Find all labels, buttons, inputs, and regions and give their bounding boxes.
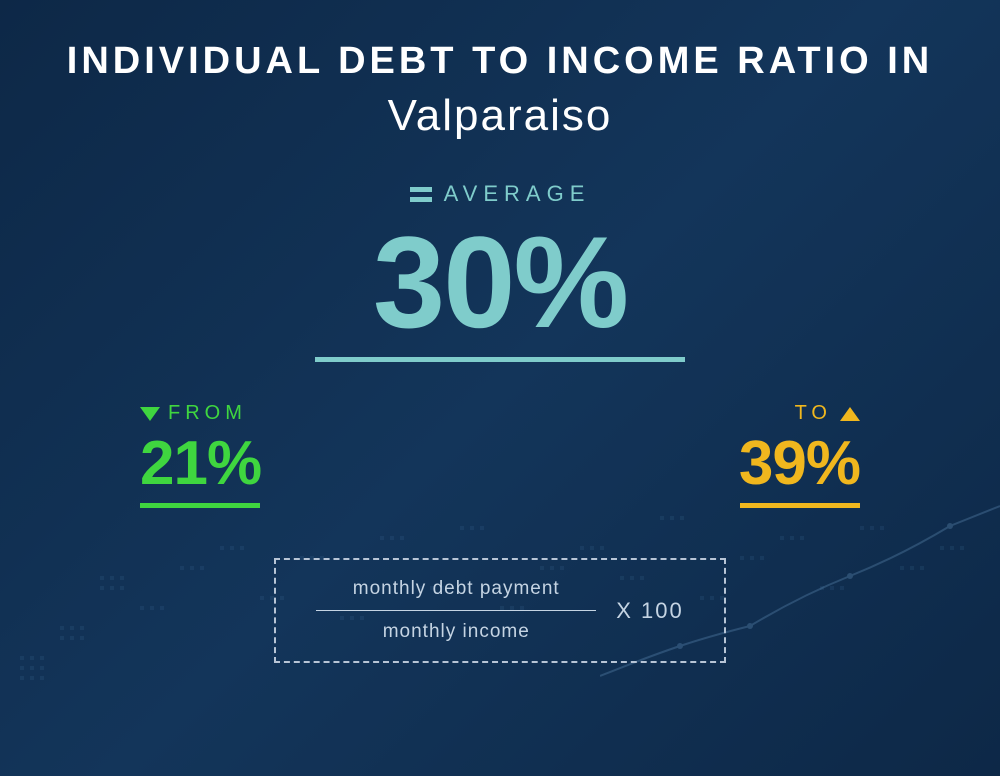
to-label: TO <box>795 402 832 425</box>
from-label: FROM <box>168 402 247 425</box>
to-underline <box>740 503 860 508</box>
from-label-row: FROM <box>140 402 247 425</box>
equals-icon <box>410 187 432 202</box>
average-stat-block: AVERAGE 30% <box>315 181 685 362</box>
formula-numerator: monthly debt payment <box>353 578 560 600</box>
formula-fraction: monthly debt payment monthly income <box>316 578 596 643</box>
formula-divider <box>316 610 596 611</box>
title-location: Valparaiso <box>388 91 613 141</box>
average-label: AVERAGE <box>444 181 591 207</box>
average-value: 30% <box>373 217 627 347</box>
from-underline <box>140 503 260 508</box>
triangle-down-icon <box>140 407 160 421</box>
triangle-up-icon <box>840 407 860 421</box>
from-stat-block: FROM 21% <box>140 402 261 508</box>
from-value: 21% <box>140 433 261 495</box>
infographic-container: INDIVIDUAL DEBT TO INCOME RATIO IN Valpa… <box>0 0 1000 776</box>
to-stat-block: TO 39% <box>739 402 860 508</box>
to-value: 39% <box>739 433 860 495</box>
range-row: FROM 21% TO 39% <box>140 402 860 508</box>
average-label-row: AVERAGE <box>410 181 591 207</box>
title-main: INDIVIDUAL DEBT TO INCOME RATIO IN <box>67 40 933 83</box>
formula-box: monthly debt payment monthly income X 10… <box>274 558 726 663</box>
formula-denominator: monthly income <box>383 621 530 643</box>
average-underline <box>315 357 685 362</box>
formula-multiplier: X 100 <box>616 598 684 624</box>
to-label-row: TO <box>795 402 860 425</box>
